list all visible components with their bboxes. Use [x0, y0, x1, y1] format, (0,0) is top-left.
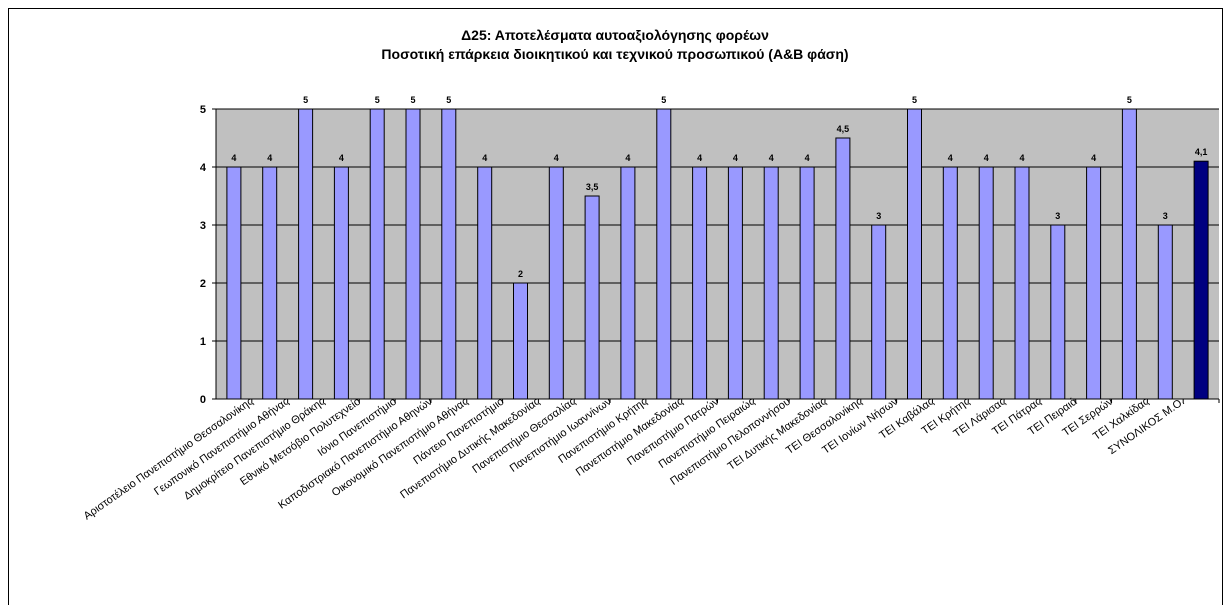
bar — [1050, 224, 1066, 400]
chart-frame: Δ25: Αποτελέσματα αυτοαξιολόγησης φορέων… — [8, 8, 1223, 605]
bar — [835, 137, 851, 400]
data-label: 5 — [661, 95, 666, 105]
data-label: 3 — [876, 211, 881, 221]
bar — [942, 166, 958, 400]
bar — [513, 282, 528, 400]
data-label: 4 — [554, 153, 559, 163]
bar-chart: Δ25: Αποτελέσματα αυτοαξιολόγησης φορέων… — [82, 27, 1220, 522]
bar — [620, 166, 636, 400]
data-label: 4 — [625, 153, 630, 163]
plot-background — [216, 109, 1219, 399]
data-label: 4 — [984, 153, 989, 163]
bar — [763, 166, 779, 400]
y-tick-label: 0 — [200, 394, 206, 406]
bar — [871, 224, 887, 400]
bar — [907, 108, 922, 400]
data-label: 4 — [769, 153, 774, 163]
data-label: 2 — [518, 269, 523, 279]
bar — [1121, 108, 1137, 400]
bar — [226, 166, 242, 400]
data-label: 4 — [1091, 153, 1096, 163]
bar — [656, 108, 672, 400]
bar — [978, 166, 994, 400]
chart-subtitle: Ποσοτική επάρκεια διοικητικού και τεχνικ… — [381, 46, 848, 62]
data-label: 5 — [912, 95, 917, 105]
y-tick-label: 2 — [200, 278, 206, 290]
data-label: 4 — [1019, 153, 1024, 163]
bar — [692, 166, 708, 400]
y-tick-label: 3 — [200, 220, 206, 232]
data-label: 5 — [446, 95, 451, 105]
bar — [727, 166, 743, 400]
data-label: 4 — [697, 153, 702, 163]
data-label: 4 — [231, 153, 236, 163]
y-tick-label: 4 — [200, 162, 207, 174]
data-label: 3 — [1163, 211, 1168, 221]
plot-area: 0 1 2 3 4 5 4 4 5 4 5 5 5 4 2 4 3,5 4 5 4 4 4 4 4,5 3 5 4 4 4 3 4 5 3 4,1… — [82, 95, 1220, 522]
bar — [369, 108, 385, 400]
data-label: 4 — [733, 153, 738, 163]
y-tick-label: 5 — [200, 104, 206, 116]
bar — [799, 166, 815, 400]
data-label: 4 — [482, 153, 487, 163]
bar — [584, 195, 600, 400]
bar — [333, 166, 349, 400]
bar — [298, 108, 314, 400]
bar — [477, 166, 493, 400]
bar — [548, 166, 564, 400]
data-label: 3 — [1055, 211, 1060, 221]
data-label: 5 — [410, 95, 415, 105]
bar — [1193, 160, 1209, 400]
data-label: 5 — [375, 95, 380, 105]
category-label: Γεωπονικό Πανεπιστήμιο Αθήνας — [152, 396, 291, 498]
bar — [262, 166, 278, 400]
y-tick-label: 1 — [200, 336, 206, 348]
data-label: 5 — [303, 95, 308, 105]
data-label: 4 — [805, 153, 810, 163]
bar — [405, 108, 421, 400]
bar — [1086, 166, 1102, 400]
data-label: 3,5 — [586, 182, 599, 192]
data-label: 4 — [339, 153, 344, 163]
bar — [1157, 224, 1173, 400]
data-label: 4 — [267, 153, 272, 163]
bar — [441, 108, 457, 400]
bar — [1014, 166, 1030, 400]
chart-title: Δ25: Αποτελέσματα αυτοαξιολόγησης φορέων — [461, 27, 769, 43]
data-label: 5 — [1127, 95, 1132, 105]
data-label: 4,5 — [837, 124, 850, 134]
data-label: 4,1 — [1195, 147, 1208, 157]
data-label: 4 — [948, 153, 953, 163]
